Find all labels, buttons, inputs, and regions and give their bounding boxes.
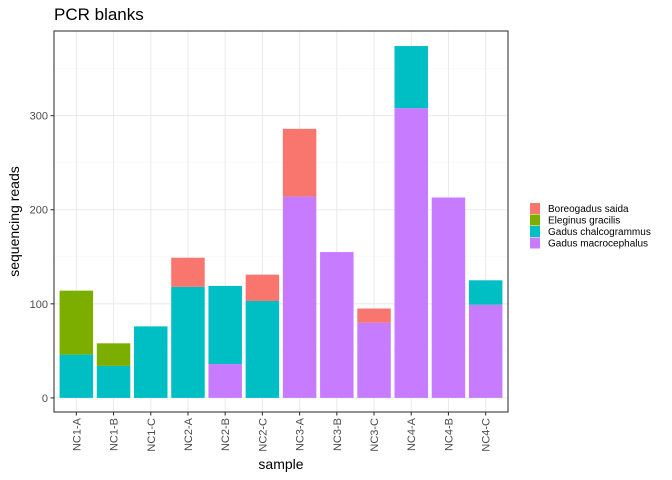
x-tick-label: NC3-B (332, 418, 344, 451)
y-tick-label: 0 (42, 393, 48, 405)
bar-segment (245, 274, 280, 301)
y-tick-label: 200 (30, 205, 48, 217)
bar-segment (134, 326, 168, 398)
legend-label: Gadus chalcogrammus (548, 227, 651, 238)
x-tick-label: NC3-C (369, 418, 381, 452)
legend-key (530, 237, 540, 249)
bar-segment (468, 304, 503, 398)
bar-segment (431, 197, 466, 398)
bar-segment (171, 286, 205, 398)
bar-segment (282, 128, 317, 197)
bar-segment (320, 252, 354, 398)
bar-segment (357, 322, 391, 398)
bar-segment (394, 108, 428, 398)
y-axis: 0 100 200 300 (30, 111, 54, 405)
x-tick-label: NC1-C (146, 418, 158, 452)
x-tick-label: NC4-C (481, 418, 493, 452)
legend-label: Eleginus gracilis (548, 216, 620, 227)
x-axis-title: sample (258, 456, 303, 472)
y-axis-title: sequencing reads (6, 166, 22, 277)
x-tick-label: NC3-A (295, 417, 307, 451)
x-tick-label: NC1-A (71, 417, 83, 451)
bars (59, 46, 503, 398)
y-tick-label: 100 (30, 299, 48, 311)
x-tick-label: NC4-A (406, 417, 418, 451)
bar-segment (282, 196, 317, 398)
x-tick-label: NC2-B (220, 418, 232, 451)
x-tick-label: NC2-A (183, 417, 195, 451)
panel-border (53, 30, 509, 413)
x-tick-label: NC4-B (443, 418, 455, 451)
chart-title: PCR blanks (54, 5, 144, 24)
legend-key (530, 214, 540, 226)
plot-panel (53, 30, 509, 413)
y-tick-label: 300 (30, 111, 48, 123)
legend-label: Gadus macrocephalus (548, 239, 648, 250)
x-tick-label: NC2-C (257, 418, 269, 452)
bar-segment (171, 257, 205, 287)
legend-key (530, 203, 540, 214)
legend-label: Boreogadus saida (548, 204, 629, 215)
bar-segment (394, 46, 428, 109)
bar-segment (208, 364, 242, 398)
bar-segment (245, 300, 280, 398)
bar-segment (96, 343, 131, 366)
bar-segment (208, 285, 242, 365)
bar-segment (96, 365, 131, 398)
bar-segment (468, 280, 503, 305)
bar-segment (59, 354, 94, 398)
x-axis: NC1-A NC1-B NC1-C NC2-A NC2-B NC2-C NC3-A NC3-B… (71, 412, 493, 452)
bar-segment (357, 308, 391, 323)
legend-key (530, 226, 540, 237)
x-tick-label: NC1-B (109, 418, 121, 451)
bar-segment (59, 290, 94, 355)
